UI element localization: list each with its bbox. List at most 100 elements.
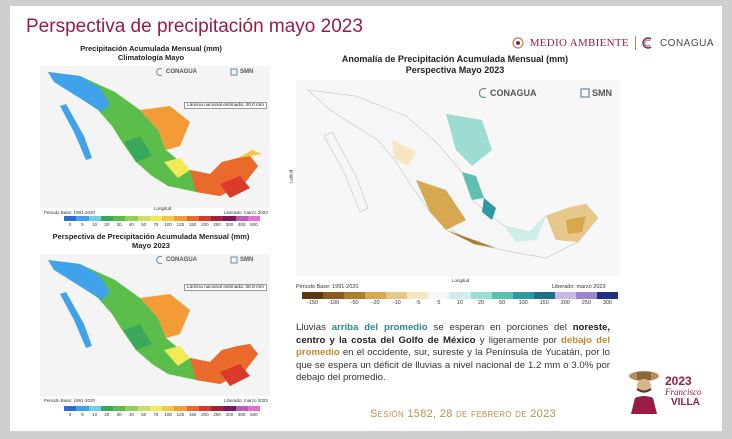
colorbar-swatch xyxy=(407,292,429,299)
fv-name1: Francisco xyxy=(665,387,702,397)
colorbar-swatch xyxy=(64,216,77,221)
smn-icon xyxy=(230,256,238,264)
colorbar-swatch xyxy=(125,406,138,411)
colorbar-tick-label: 300 xyxy=(225,412,234,417)
colorbar-swatch xyxy=(235,406,248,411)
colorbar-tick-label: -20 xyxy=(371,300,380,306)
highlight-above-average: arriba del promedio xyxy=(331,322,428,333)
colorbar-tick-label: 10 xyxy=(92,412,98,417)
colorbar-tick-label: -5 xyxy=(415,300,421,306)
colorbar-swatch xyxy=(365,292,387,299)
climatology-xlabel: Longitud xyxy=(154,206,172,211)
colorbar-tick-label: 150 xyxy=(539,300,549,306)
perspective-panel: Perspectiva de Precipitación Acumulada M… xyxy=(24,232,278,420)
colorbar-swatch xyxy=(575,292,597,299)
colorbar-swatch xyxy=(449,292,471,299)
session-label: Sesión 1582, 28 de febrero de 2023 xyxy=(370,408,556,420)
perspective-smn: SMN xyxy=(230,256,253,264)
colorbar-swatch xyxy=(596,292,618,299)
colorbar-tick-label: 125 xyxy=(176,412,185,417)
colorbar-swatch xyxy=(100,216,113,221)
colorbar-swatch xyxy=(186,406,199,411)
header-logos: MEDIO AMBIENTE CONAGUA xyxy=(512,36,714,50)
anomaly-released: Liberado: marzo 2023 xyxy=(552,284,606,290)
conagua-logo-icon xyxy=(642,37,652,49)
anomaly-brand: CONAGUA xyxy=(478,88,537,98)
climatology-brand: CONAGUA xyxy=(156,68,197,76)
colorbar-tick-label: -10 xyxy=(392,300,401,306)
conagua-small-icon xyxy=(478,88,487,98)
colorbar-swatch xyxy=(125,216,138,221)
colorbar-swatch xyxy=(64,406,77,411)
description-text: Lluvias arriba del promedio se esperan e… xyxy=(296,322,611,383)
climatology-period: Periodo Base: 1991-2020 xyxy=(44,210,96,215)
colorbar-swatch xyxy=(162,216,175,221)
perspective-colorbar-ticks: 0 5 10 20 30 40 50 75 100 125 150 200 250 300 400 500 xyxy=(64,412,260,417)
colorbar-swatch xyxy=(174,406,187,411)
highlight-below-average: debajo del promedio xyxy=(296,334,610,359)
francisco-villa-logo: 2023 Francisco VILLA xyxy=(627,366,717,416)
colorbar-swatch xyxy=(88,216,101,221)
colorbar-tick-label: 50 xyxy=(141,412,147,417)
colorbar-swatch xyxy=(113,406,126,411)
colorbar-tick-label: 250 xyxy=(213,222,221,227)
highlight-regions: noreste, centro y la costa del Golfo de … xyxy=(296,322,611,346)
climatology-panel: Precipitación Acumulada Mensual (mm) Cli… xyxy=(24,44,278,227)
colorbar-tick-label: 300 xyxy=(602,300,612,306)
colorbar-swatch xyxy=(137,406,150,411)
colorbar-swatch xyxy=(554,292,576,299)
perspective-title: Perspectiva de Precipitación Acumulada M… xyxy=(52,232,250,250)
conagua-small-icon xyxy=(156,68,163,76)
colorbar-tick-label: 5 xyxy=(81,222,84,227)
colorbar-swatch xyxy=(386,292,408,299)
climatology-smn: SMN xyxy=(230,68,253,76)
perspective-period: Periodo Base: 1991-2020 xyxy=(44,398,96,403)
colorbar-swatch xyxy=(113,216,126,221)
colorbar-swatch xyxy=(470,292,492,299)
colorbar-tick-label: 200 xyxy=(201,222,209,227)
francisco-villa-portrait-icon xyxy=(629,371,659,414)
colorbar-tick-label: 30 xyxy=(116,222,122,227)
medio-ambiente-logo-icon xyxy=(512,37,524,49)
colorbar-swatch xyxy=(302,292,324,299)
colorbar-tick-label: 500 xyxy=(250,222,258,227)
colorbar-swatch xyxy=(149,216,162,221)
perspective-badge: Lámina nacional estimada: 38.8 mm xyxy=(184,284,268,291)
fv-name2: VILLA xyxy=(671,397,700,408)
colorbar-swatch xyxy=(223,406,236,411)
anomaly-panel: Anomalía de Precipitación Acumulada Mens… xyxy=(282,54,628,308)
colorbar-tick-label: 10 xyxy=(92,222,98,227)
colorbar-swatch xyxy=(76,216,89,221)
colorbar-tick-label: 10 xyxy=(456,300,464,306)
anomaly-xlabel: Longitud xyxy=(452,278,470,283)
perspective-map xyxy=(40,254,270,396)
colorbar-swatch xyxy=(174,216,187,221)
colorbar-swatch xyxy=(428,292,450,299)
colorbar-tick-label: 100 xyxy=(164,222,172,227)
colorbar-swatch xyxy=(491,292,513,299)
colorbar-tick-label: 20 xyxy=(477,300,485,306)
climatology-title: Precipitación Acumulada Mensual (mm) Cli… xyxy=(80,44,222,62)
colorbar-swatch xyxy=(247,216,260,221)
anomaly-period: Periodo Base: 1991-2020 xyxy=(296,284,359,290)
colorbar-tick-label: 125 xyxy=(176,222,185,227)
colorbar-tick-label: 50 xyxy=(499,300,506,306)
anomaly-colorbar xyxy=(302,292,618,299)
colorbar-tick-label: 5 xyxy=(437,300,441,306)
conagua-label: CONAGUA xyxy=(659,37,714,49)
perspective-colorbar xyxy=(64,406,260,411)
colorbar-swatch xyxy=(344,292,366,299)
colorbar-swatch xyxy=(162,406,175,411)
colorbar-swatch xyxy=(198,216,211,221)
colorbar-tick-label: 250 xyxy=(581,300,591,306)
colorbar-tick-label: 150 xyxy=(188,412,197,417)
colorbar-tick-label: 50 xyxy=(141,222,147,227)
anomaly-title: Anomalía de Precipitación Acumulada Mens… xyxy=(341,54,569,75)
colorbar-tick-label: 5 xyxy=(81,412,84,417)
perspective-brand: CONAGUA xyxy=(156,256,197,264)
climatology-colorbar-ticks: 0 5 10 20 30 40 50 75 100 125 150 200 250 300 400 500 xyxy=(64,222,260,227)
colorbar-tick-label: 200 xyxy=(201,412,209,417)
colorbar-tick-label: -100 xyxy=(328,300,340,306)
colorbar-swatch xyxy=(211,216,224,221)
colorbar-swatch xyxy=(186,216,199,221)
